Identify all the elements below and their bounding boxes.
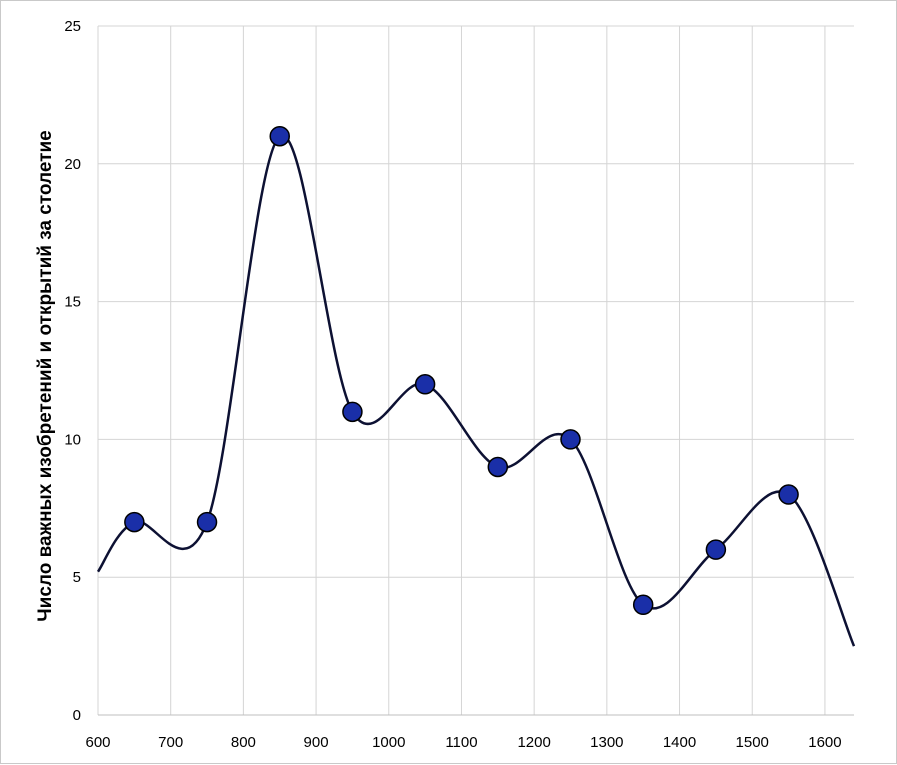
data-point <box>778 484 799 505</box>
x-tick-label: 1600 <box>808 734 841 751</box>
x-tick-labels: 600 700 800 900 1000 1100 1200 1300 1400 1500 1600 <box>85 734 841 751</box>
y-tick-label: 20 <box>64 156 81 173</box>
x-tick-label: 800 <box>231 734 256 751</box>
y-tick-label: 25 <box>64 18 81 35</box>
y-tick-label: 5 <box>73 569 81 586</box>
data-point <box>560 429 581 450</box>
data-point <box>414 374 436 395</box>
trend-curve <box>96 134 856 647</box>
x-tick-label: 900 <box>304 734 329 751</box>
data-point <box>632 594 654 616</box>
data-point <box>124 511 145 533</box>
data-point <box>196 511 218 533</box>
x-tick-label: 1200 <box>517 734 550 751</box>
grid <box>97 25 854 716</box>
y-tick-label: 10 <box>64 431 81 448</box>
y-tick-label: 15 <box>64 294 81 311</box>
data-point <box>487 456 509 478</box>
data-point <box>705 539 727 560</box>
y-tick-label: 0 <box>73 707 81 724</box>
x-tick-label: 1300 <box>590 734 623 751</box>
x-tick-label: 1000 <box>372 734 405 751</box>
data-point <box>342 401 363 423</box>
data-points <box>124 125 799 616</box>
x-tick-label: 700 <box>158 734 183 751</box>
data-point <box>269 125 290 147</box>
y-tick-labels: 0 5 10 15 20 25 <box>64 18 81 724</box>
x-tick-label: 600 <box>85 734 110 751</box>
x-tick-label: 1100 <box>445 734 477 751</box>
y-axis-label: Число важных изобретений и открытий за с… <box>35 130 56 621</box>
x-tick-label: 1400 <box>663 734 696 751</box>
x-tick-label: 1500 <box>736 734 769 751</box>
